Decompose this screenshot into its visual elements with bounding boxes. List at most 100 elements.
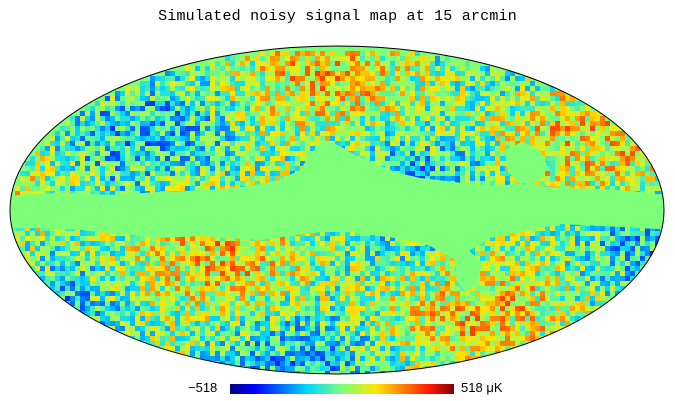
noise-pixel <box>230 66 235 71</box>
noise-pixel <box>35 261 40 266</box>
noise-pixel <box>260 146 265 151</box>
noise-pixel <box>85 136 90 141</box>
noise-pixel <box>230 151 235 156</box>
noise-pixel <box>560 226 565 231</box>
noise-pixel <box>245 56 250 61</box>
noise-pixel <box>80 166 85 171</box>
noise-pixel <box>150 96 155 101</box>
noise-pixel <box>360 131 365 136</box>
noise-pixel <box>445 176 450 181</box>
noise-pixel <box>350 146 355 151</box>
noise-pixel <box>240 171 245 176</box>
noise-pixel <box>355 66 360 71</box>
noise-pixel <box>410 251 415 256</box>
noise-pixel <box>580 181 585 186</box>
noise-pixel <box>420 156 425 161</box>
noise-pixel <box>200 91 205 96</box>
noise-pixel <box>500 266 505 271</box>
noise-pixel <box>295 56 300 61</box>
noise-pixel <box>540 231 545 236</box>
noise-pixel <box>55 231 60 236</box>
noise-pixel <box>330 66 335 71</box>
noise-pixel <box>95 116 100 121</box>
noise-pixel <box>105 266 110 271</box>
noise-pixel <box>175 176 180 181</box>
noise-pixel <box>515 81 520 86</box>
noise-pixel <box>215 66 220 71</box>
noise-pixel <box>375 76 380 81</box>
noise-pixel <box>595 266 600 271</box>
noise-pixel <box>445 256 450 261</box>
noise-pixel <box>450 271 455 276</box>
noise-pixel <box>120 251 125 256</box>
noise-pixel <box>230 86 235 91</box>
noise-pixel <box>340 76 345 81</box>
noise-pixel <box>410 61 415 66</box>
noise-pixel <box>215 176 220 181</box>
noise-pixel <box>190 66 195 71</box>
noise-pixel <box>310 81 315 86</box>
noise-pixel <box>115 151 120 156</box>
noise-pixel <box>270 96 275 101</box>
noise-pixel <box>235 71 240 76</box>
noise-pixel <box>240 141 245 146</box>
noise-pixel <box>115 126 120 131</box>
noise-pixel <box>165 181 170 186</box>
noise-pixel <box>540 91 545 96</box>
noise-pixel <box>625 256 630 261</box>
noise-pixel <box>625 136 630 141</box>
noise-pixel <box>495 96 500 101</box>
noise-pixel <box>545 151 550 156</box>
noise-pixel <box>470 166 475 171</box>
noise-pixel <box>280 101 285 106</box>
noise-pixel <box>135 171 140 176</box>
noise-pixel <box>435 86 440 91</box>
noise-pixel <box>490 111 495 116</box>
noise-pixel <box>295 146 300 151</box>
noise-pixel <box>325 71 330 76</box>
noise-pixel <box>475 251 480 256</box>
noise-pixel <box>555 181 560 186</box>
noise-pixel <box>400 106 405 111</box>
noise-pixel <box>245 181 250 186</box>
noise-pixel <box>375 121 380 126</box>
noise-pixel <box>355 116 360 121</box>
noise-pixel <box>300 126 305 131</box>
noise-pixel <box>340 141 345 146</box>
noise-pixel <box>425 91 430 96</box>
noise-pixel <box>590 136 595 141</box>
noise-pixel <box>355 86 360 91</box>
noise-pixel <box>95 266 100 271</box>
noise-pixel <box>100 116 105 121</box>
noise-pixel <box>470 146 475 151</box>
noise-pixel <box>100 266 105 271</box>
noise-pixel <box>450 166 455 171</box>
noise-pixel <box>195 126 200 131</box>
noise-pixel <box>235 86 240 91</box>
noise-pixel <box>455 166 460 171</box>
noise-pixel <box>560 271 565 276</box>
noise-pixel <box>410 131 415 136</box>
noise-pixel <box>390 256 395 261</box>
noise-pixel <box>265 241 270 246</box>
noise-pixel <box>430 101 435 106</box>
noise-pixel <box>380 156 385 161</box>
noise-pixel <box>405 156 410 161</box>
noise-pixel <box>275 111 280 116</box>
noise-pixel <box>510 86 515 91</box>
noise-pixel <box>245 86 250 91</box>
noise-pixel <box>170 176 175 181</box>
noise-pixel <box>40 181 45 186</box>
noise-pixel <box>465 166 470 171</box>
noise-pixel <box>30 156 35 161</box>
noise-pixel <box>460 176 465 181</box>
noise-pixel <box>320 86 325 91</box>
noise-pixel <box>610 251 615 256</box>
noise-pixel <box>420 141 425 146</box>
noise-pixel <box>345 146 350 151</box>
noise-pixel <box>595 261 600 266</box>
noise-pixel <box>90 121 95 126</box>
noise-pixel <box>310 96 315 101</box>
noise-pixel <box>95 181 100 186</box>
noise-pixel <box>115 101 120 106</box>
